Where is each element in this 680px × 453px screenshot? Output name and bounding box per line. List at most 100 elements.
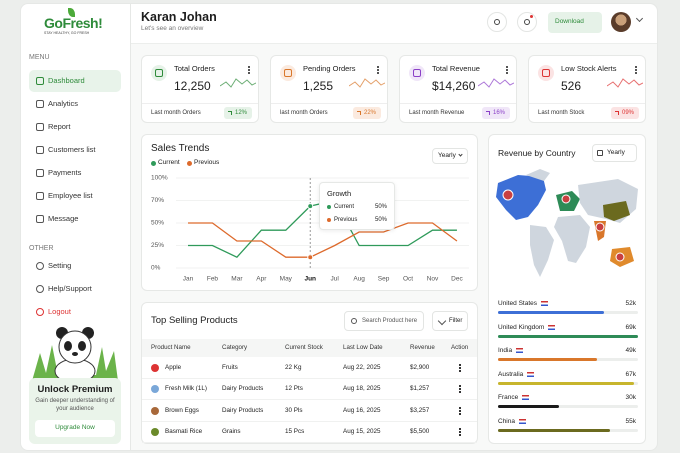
stat-icon bbox=[409, 65, 425, 81]
period-dropdown[interactable]: Yearly bbox=[592, 144, 637, 162]
panda-head bbox=[58, 330, 92, 364]
stat-title: Total Orders bbox=[174, 64, 215, 73]
menu-item[interactable]: Report bbox=[48, 122, 71, 131]
row-action[interactable] bbox=[459, 385, 461, 394]
tagline: STAY HEALTHY, GO FRESH bbox=[44, 31, 90, 35]
sales-card: Sales Trends Current Previous Yearly 0% 25% 50… bbox=[141, 134, 478, 291]
other-item[interactable]: Setting bbox=[48, 261, 72, 270]
download-button[interactable]: Download bbox=[548, 12, 602, 33]
row-divider bbox=[142, 378, 477, 379]
stat-title: Total Revenue bbox=[432, 64, 480, 73]
bar bbox=[498, 334, 638, 338]
column-header: Current Stock bbox=[285, 344, 323, 351]
icon-button[interactable] bbox=[487, 12, 507, 32]
search-placeholder: Search Product here bbox=[362, 318, 418, 324]
x-tick-label: Jan bbox=[183, 276, 194, 283]
leaves bbox=[32, 345, 118, 381]
x-tick-label: Jul bbox=[331, 276, 340, 283]
menu-item[interactable]: Employee list bbox=[48, 191, 93, 200]
map-china bbox=[603, 201, 630, 221]
hover-point bbox=[307, 254, 314, 261]
stat-note: Last month Orders bbox=[151, 110, 201, 116]
sparkline bbox=[607, 78, 643, 88]
upgrade-button[interactable]: Upgrade Now bbox=[35, 420, 115, 437]
stat-icon bbox=[538, 65, 554, 81]
flag bbox=[516, 348, 523, 353]
stat-card: Total Revenue $14,260 Last month Revenue 16… bbox=[399, 55, 517, 123]
country-title: Revenue by Country bbox=[498, 148, 576, 158]
map-north-america bbox=[496, 175, 546, 220]
icon bbox=[597, 150, 603, 156]
stat-menu[interactable] bbox=[635, 66, 637, 74]
icon-button[interactable] bbox=[517, 12, 537, 32]
country-name: China bbox=[498, 417, 515, 425]
stat-note: Last month Stock bbox=[538, 110, 585, 116]
legend-label: Current bbox=[158, 159, 180, 166]
panda-nose bbox=[72, 352, 78, 356]
trend-line bbox=[188, 222, 458, 258]
table-cell: 12 Pts bbox=[285, 385, 303, 393]
menu-item[interactable]: Message bbox=[48, 214, 79, 223]
row-action[interactable] bbox=[459, 427, 461, 436]
icon bbox=[36, 285, 44, 293]
stat-change-badge: 16% bbox=[482, 107, 510, 119]
row-action[interactable] bbox=[459, 364, 461, 372]
arrow bbox=[357, 111, 361, 115]
stat-note: last month Orders bbox=[280, 110, 328, 116]
icon bbox=[36, 308, 44, 316]
icon bbox=[36, 192, 44, 200]
stat-title: Pending Orders bbox=[303, 64, 356, 73]
product-icon bbox=[151, 364, 159, 372]
icon bbox=[524, 19, 530, 25]
value-label: 49k bbox=[625, 347, 636, 354]
table-cell: $2,900 bbox=[410, 364, 430, 371]
stat-menu[interactable] bbox=[506, 66, 508, 74]
y-tick-label: 0% bbox=[151, 265, 161, 272]
menu-active-bg bbox=[29, 70, 121, 92]
tooltip-value: 50% bbox=[375, 217, 388, 223]
promo-text: Gain deeper understanding of your audien… bbox=[35, 398, 115, 412]
menu-item[interactable]: Payments bbox=[48, 168, 82, 177]
table-cell: $3,257 bbox=[410, 406, 430, 414]
search-box[interactable]: Search Product here bbox=[344, 311, 424, 331]
sparkline bbox=[478, 78, 514, 88]
bar bbox=[498, 381, 634, 385]
menu-item[interactable]: Customers list bbox=[48, 145, 96, 154]
bar bbox=[498, 311, 604, 314]
value-label: 67k bbox=[625, 370, 636, 378]
table-cell: Aug 18, 2025 bbox=[343, 385, 381, 393]
products-title: Top Selling Products bbox=[151, 315, 238, 326]
y-tick-label: 25% bbox=[151, 242, 164, 249]
period-label: Yearly bbox=[438, 152, 456, 159]
stat-change: 09% bbox=[622, 110, 635, 116]
legend-dot bbox=[151, 161, 156, 166]
bar bbox=[498, 358, 598, 361]
tooltip-name: Previous bbox=[334, 217, 358, 223]
filter-label: Filter bbox=[449, 318, 463, 324]
stat-card: Low Stock Alerts 526 Last month Stock 09% bbox=[528, 55, 646, 123]
tooltip-dot bbox=[327, 218, 331, 222]
filter-button[interactable]: Filter bbox=[432, 311, 468, 331]
logo-leaf bbox=[68, 8, 75, 17]
row-action[interactable] bbox=[459, 406, 461, 415]
avatar bbox=[611, 12, 631, 32]
period-dropdown[interactable]: Yearly bbox=[432, 148, 468, 164]
stat-menu[interactable] bbox=[248, 66, 250, 74]
y-tick-label: 100% bbox=[151, 175, 168, 182]
other-item[interactable]: Help/Support bbox=[48, 284, 92, 293]
product-name: Fresh Milk (1L) bbox=[165, 385, 207, 393]
flag bbox=[548, 324, 555, 330]
product-name: Apple bbox=[165, 364, 182, 371]
menu-item[interactable]: Dashboard bbox=[48, 76, 85, 85]
menu-label: MENU bbox=[29, 54, 50, 61]
flag bbox=[541, 301, 548, 306]
product-icon bbox=[151, 385, 159, 394]
product-icon bbox=[151, 406, 159, 415]
icon bbox=[284, 69, 292, 77]
value-label: 55k bbox=[625, 417, 636, 425]
stat-menu[interactable] bbox=[377, 66, 379, 74]
tooltip-title: Growth bbox=[327, 189, 352, 198]
menu-item[interactable]: Analytics bbox=[48, 99, 79, 108]
other-item[interactable]: Logout bbox=[48, 307, 71, 316]
